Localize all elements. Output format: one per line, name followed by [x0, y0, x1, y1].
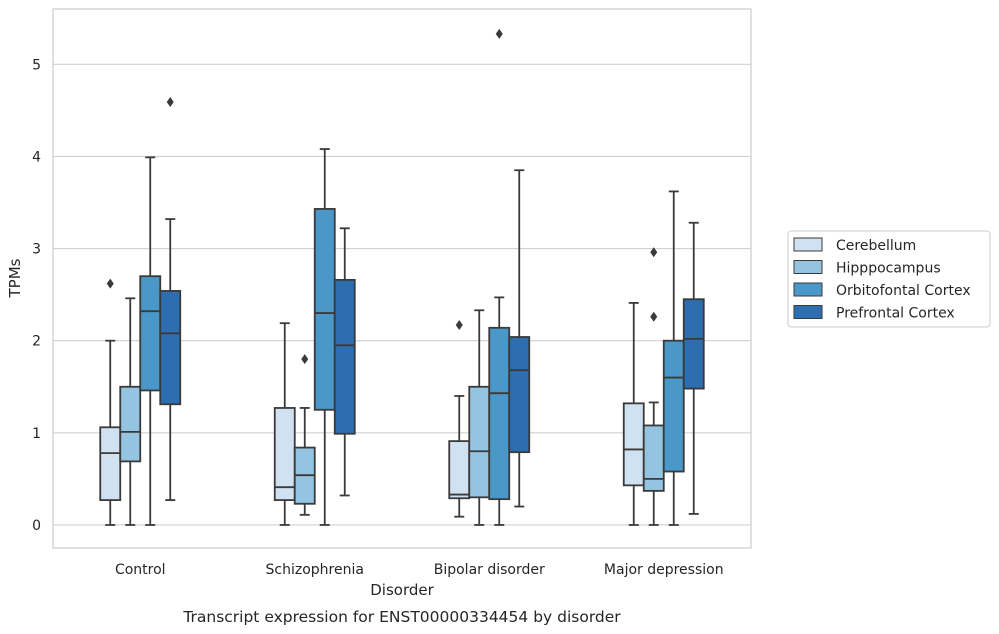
x-axis-label: Disorder	[370, 581, 434, 599]
box	[622, 302, 645, 526]
box-body	[313, 208, 336, 411]
x-tick-label: Control	[115, 562, 166, 578]
outlier-point	[650, 247, 658, 258]
legend-swatch	[793, 282, 823, 297]
outlier-point	[106, 278, 114, 289]
legend-frame	[787, 230, 991, 328]
y-tick-label: 5	[32, 57, 41, 73]
legend-swatch	[793, 260, 823, 274]
box-body	[273, 407, 296, 501]
box-body	[682, 298, 705, 390]
outlier-point	[495, 28, 503, 39]
box-body	[159, 290, 182, 406]
y-axis-ticks: 0 1 2 3 4 5	[32, 57, 41, 534]
box	[333, 227, 356, 497]
outlier-point	[166, 97, 174, 108]
chart-caption: Transcript expression for ENST0000033445…	[182, 608, 621, 626]
box	[293, 354, 316, 516]
legend: Cerebellum Hipppocampus Orbitofontal Corte…	[787, 230, 991, 328]
box	[508, 169, 531, 508]
y-tick-label: 1	[32, 426, 41, 442]
box-body	[468, 385, 491, 499]
box-body	[508, 336, 531, 454]
box-body	[119, 385, 142, 463]
legend-entry: Prefrontal Cortex	[836, 306, 955, 322]
box-body	[139, 275, 162, 392]
box-series	[99, 28, 705, 526]
box	[119, 297, 142, 526]
box	[99, 278, 122, 526]
box	[159, 97, 182, 501]
outlier-point	[650, 311, 658, 322]
box-body	[333, 278, 356, 435]
outlier-point	[301, 354, 309, 365]
box	[642, 247, 665, 526]
x-tick-label: Bipolar disorder	[434, 562, 545, 578]
box-body	[99, 426, 122, 501]
y-tick-label: 4	[32, 149, 41, 165]
x-tick-label: Schizophrenia	[266, 562, 364, 578]
y-tick-label: 3	[32, 242, 41, 258]
legend-entry: Cerebellum	[836, 238, 916, 254]
box-body	[488, 326, 511, 501]
y-tick-label: 0	[32, 518, 41, 534]
legend-swatch	[793, 305, 823, 319]
box-body	[622, 402, 645, 487]
legend-swatch	[793, 237, 823, 252]
box	[662, 190, 685, 526]
box	[448, 320, 471, 518]
y-tick-label: 2	[32, 334, 41, 350]
box-body	[662, 339, 685, 473]
legend-entry: Orbitofontal Cortex	[836, 283, 971, 299]
x-tick-label: Major depression	[604, 562, 724, 578]
box	[468, 309, 491, 526]
legend-entry: Hipppocampus	[836, 261, 941, 277]
box-body	[448, 440, 471, 500]
y-axis-label: TPMs	[6, 258, 24, 298]
box	[682, 221, 705, 515]
outlier-point	[455, 320, 463, 331]
x-axis-ticks: Control Schizophrenia Bipolar disorder Majo…	[115, 562, 724, 578]
box-body	[642, 424, 665, 492]
